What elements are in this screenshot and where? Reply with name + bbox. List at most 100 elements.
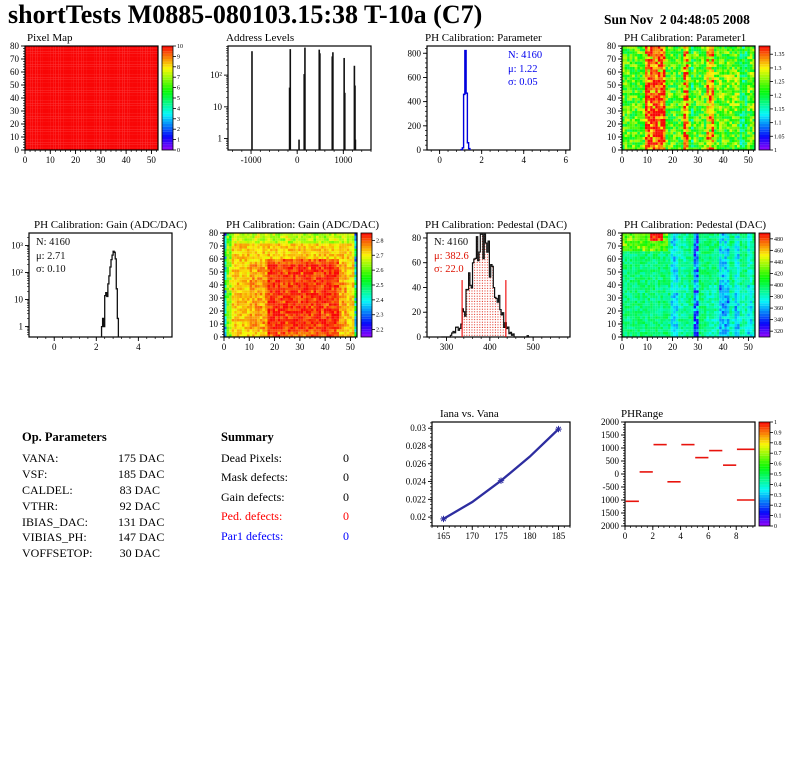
param-value: 30 DAC — [119, 546, 160, 561]
y-tick-label: 20 — [10, 119, 20, 129]
ped-hist-plot[interactable]: 300 400 500 0 20 40 60 80 — [398, 217, 597, 369]
x-tick-label: 20 — [71, 155, 81, 165]
pixel-map-plot[interactable]: 0 10 20 30 40 50 0 10 20 30 40 50 60 70 80 0 1 2 3 4 5 6 7 8 9 10 — [0, 30, 199, 182]
colorbar-tick-label: 0.6 — [774, 462, 782, 468]
axes: 0 2 4 1 10 10² 10³ — [11, 237, 164, 352]
colorbar-tick-label: 5 — [177, 96, 180, 102]
x-tick-label: 500 — [526, 342, 540, 352]
ph-param-plot[interactable]: 0 2 4 6 0 200 400 600 800 — [398, 30, 597, 182]
pedestal-map-plot-area[interactable]: 0 10 20 30 40 50 0 10 20 30 40 50 60 70 80 320 340 360 380… — [597, 217, 796, 369]
colorbar-tick-label: 1.2 — [774, 93, 782, 99]
x-tick-label: 170 — [466, 531, 480, 541]
y-tick-label: 0 — [15, 145, 20, 155]
pad-address-levels[interactable]: -1000 0 1000 1 10 10² Address Levels — [199, 30, 398, 182]
x-tick-label: 10 — [643, 155, 653, 165]
x-tick-label: 10 — [643, 342, 653, 352]
ped-map-plot[interactable]: 0 10 20 30 40 50 0 10 20 30 40 50 60 70 80 320 340 360 380… — [597, 217, 796, 369]
x-tick-label: 2 — [651, 531, 656, 541]
axes: -1000 0 1000 1 10 10² — [210, 46, 372, 165]
y-tick-label: 60 — [607, 67, 617, 77]
param-row: Gain defects: 0 — [221, 490, 391, 509]
ped-map-cells — [622, 233, 756, 338]
x-tick-label: 1000 — [334, 155, 353, 165]
param-row: Dead Pixels: 0 — [221, 451, 391, 470]
y-tick-label: 0 — [615, 469, 620, 479]
colorbar-tick-label: 2.8 — [376, 238, 384, 244]
axes: 300 400 500 0 20 40 60 80 — [412, 232, 569, 352]
colorbar: 2.2 2.3 2.4 2.5 2.6 2.7 2.8 — [360, 232, 384, 338]
pad-phrange[interactable]: 0 2 4 6 8 2000 1500 1000 500 0 -500 1000 1500 2000 0 0.… — [597, 406, 796, 558]
colorbar-tick-label: 2.3 — [376, 313, 384, 319]
address-levels-plot[interactable]: -1000 0 1000 1 10 10² — [199, 30, 398, 182]
y-tick-label: 0 — [612, 145, 617, 155]
y-tick-label: 600 — [408, 72, 422, 82]
plot-title: PH Calibration: Pedestal (DAC) — [425, 219, 568, 231]
plot-title: Pixel Map — [27, 32, 73, 44]
param-label: VIBIAS_PH: — [22, 530, 87, 545]
pad-pedestal-map[interactable]: 0 10 20 30 40 50 0 10 20 30 40 50 60 70 80 320 340 360 380… — [597, 217, 796, 369]
param-row: IBIAS_DAC: 131 DAC — [22, 515, 192, 531]
gain-hist-plot[interactable]: 0 2 4 1 10 10² 10³ — [0, 217, 199, 369]
stats-box: N: 4160 μ: 382.6 σ: 22.0 — [434, 236, 469, 277]
ph-parameter1-map-plot-area[interactable]: 0 10 20 30 40 50 0 10 20 30 40 50 60 70 80 1 1.05 1.1 1.15… — [597, 30, 796, 182]
colorbar-tick-label: 7 — [177, 75, 180, 81]
colorbar: 0 0.1 0.2 0.3 0.4 0.5 0.6 0.7 0.8 0.9 1 — [758, 420, 782, 530]
x-tick-label: 2 — [479, 155, 484, 165]
x-tick-label: 0 — [52, 342, 57, 352]
colorbar-tick-label: 6 — [177, 86, 180, 92]
phrange-plot-area[interactable]: 0 2 4 6 8 2000 1500 1000 500 0 -500 1000 1500 2000 0 0.… — [597, 406, 796, 558]
x-tick-label: 30 — [96, 155, 106, 165]
pad-pixel-map[interactable]: 0 10 20 30 40 50 0 10 20 30 40 50 60 70 80 0 1 2 3 4 5 6 7 8 9 10… — [0, 30, 199, 182]
gain-map-cells — [224, 233, 358, 338]
x-tick-label: 400 — [483, 342, 497, 352]
ph-param1-map-plot[interactable]: 0 10 20 30 40 50 0 10 20 30 40 50 60 70 80 1 1.05 1.1 1.15… — [597, 30, 796, 182]
param-value: 83 DAC — [119, 482, 160, 497]
y-tick-label: 50 — [607, 267, 617, 277]
y-tick-label: 2000 — [601, 521, 620, 531]
pad-gain-map[interactable]: 0 10 20 30 40 50 0 10 20 30 40 50 60 70 80 2.2 2.3 2.4 2.5… — [199, 217, 398, 369]
colorbar-tick-label: 1.35 — [774, 52, 785, 58]
pad-iana-vana[interactable]: 165 170 175 180 185 0.02 0.022 0.024 0.026 0.028 0… — [398, 406, 597, 558]
y-tick-label: 30 — [607, 293, 617, 303]
y-tick-label: 0 — [417, 145, 422, 155]
x-tick-label: 40 — [719, 155, 729, 165]
pad-gain-hist[interactable]: 0 2 4 1 10 10² 10³ N: 4160 μ: 2.71 σ: 0.10 PH Cal… — [0, 217, 199, 369]
param-row: Ped. defects: 0 — [221, 509, 391, 528]
gain-hist-plot-area[interactable]: 0 2 4 1 10 10² 10³ N: 4160 μ: 2.71 σ: 0.10 — [0, 217, 199, 369]
axes: 0 2 4 6 8 2000 1500 1000 500 0 -500 1000 1500 2000 — [601, 417, 754, 541]
colorbar-tick-label: 1.1 — [774, 121, 782, 127]
pad-ph-parameter1-map[interactable]: 0 10 20 30 40 50 0 10 20 30 40 50 60 70 80 1 1.05 1.1 1.15… — [597, 30, 796, 182]
stats-line: σ: 0.10 — [36, 264, 66, 275]
axes: 0 10 20 30 40 50 0 10 20 30 40 50 60 70 80 — [607, 228, 754, 352]
colorbar-tick-label: 2 — [177, 127, 180, 133]
param-value: 175 DAC — [118, 451, 165, 465]
ph-parameter-plot-area[interactable]: 0 2 4 6 0 200 400 600 800 N: 4160 μ: 1.22 σ: 0.05 — [398, 30, 597, 182]
param-value: 0 — [343, 451, 349, 465]
colorbar-tick-label: 340 — [774, 318, 783, 324]
y-tick-label: 1 — [218, 134, 223, 144]
y-tick-label: 70 — [607, 241, 617, 251]
pedestal-hist-plot-area[interactable]: 300 400 500 0 20 40 60 80 N: 4160 μ: 382.6 σ: 22.0 — [398, 217, 597, 369]
x-tick-label: 50 — [744, 155, 754, 165]
colorbar-tick-label: 0.1 — [774, 514, 782, 520]
colorbar-tick-label: 0 — [177, 148, 180, 154]
y-tick-label: 0.03 — [410, 423, 426, 433]
y-tick-label: 0.02 — [410, 512, 426, 522]
pixel-map-plot-area[interactable]: 0 10 20 30 40 50 0 10 20 30 40 50 60 70 80 0 1 2 3 4 5 6 7 8 9 10 — [0, 30, 199, 182]
y-tick-label: 80 — [412, 233, 422, 243]
gain-map-plot[interactable]: 0 10 20 30 40 50 0 10 20 30 40 50 60 70 80 2.2 2.3 2.4 2.5… — [199, 217, 398, 369]
iana-vana-plot[interactable]: 165 170 175 180 185 0.02 0.022 0.024 0.026 0.028 0… — [398, 406, 597, 558]
pad-pedestal-hist[interactable]: 300 400 500 0 20 40 60 80 N: 4160 μ: 382.6 σ: 22.0… — [398, 217, 597, 369]
gain-map-plot-area[interactable]: 0 10 20 30 40 50 0 10 20 30 40 50 60 70 80 2.2 2.3 2.4 2.5… — [199, 217, 398, 369]
y-tick-label: 10 — [14, 295, 24, 305]
y-tick-label: 400 — [408, 97, 422, 107]
address-levels-plot-area[interactable]: -1000 0 1000 1 10 10² — [199, 30, 398, 182]
x-tick-label: 4 — [678, 531, 683, 541]
x-tick-label: 0 — [620, 342, 625, 352]
stats-line: σ: 22.0 — [434, 264, 464, 275]
pad-ph-parameter[interactable]: 0 2 4 6 0 200 400 600 800 N: 4160 μ: 1.22 σ: 0.05 P… — [398, 30, 597, 182]
colorbar-tick-label: 0.8 — [774, 441, 782, 447]
x-tick-label: 50 — [744, 342, 754, 352]
iana-vana-plot-area[interactable]: 165 170 175 180 185 0.02 0.022 0.024 0.026 0.028 0… — [398, 406, 597, 558]
